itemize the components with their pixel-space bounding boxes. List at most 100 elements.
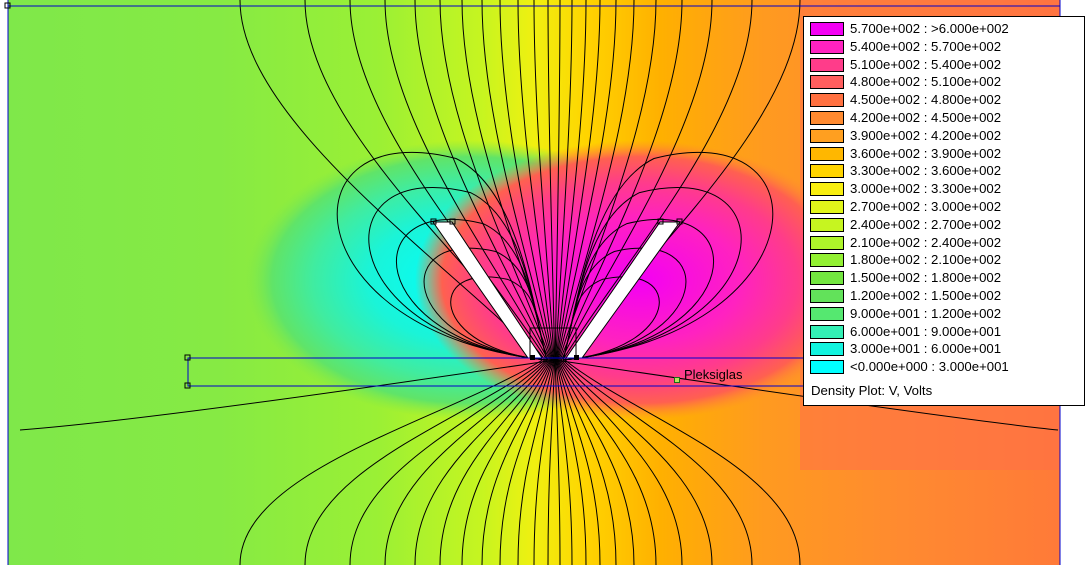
legend-swatch — [810, 324, 844, 339]
contour-line — [555, 359, 573, 565]
region-node — [657, 218, 664, 225]
legend-label: 2.700e+002 : 3.000e+002 — [850, 199, 1002, 214]
legend-item: 5.700e+002 : >6.000e+002 — [810, 20, 1080, 38]
legend-panel: 5.700e+002 : >6.000e+002 5.400e+002 : 5.7… — [803, 16, 1085, 406]
contour-line — [556, 0, 617, 361]
contour-line — [555, 359, 587, 565]
legend-item: 4.800e+002 : 5.100e+002 — [810, 73, 1080, 91]
legend-swatch — [810, 39, 844, 54]
contour-line — [336, 152, 548, 361]
legend-item: 2.700e+002 : 3.000e+002 — [810, 198, 1080, 216]
legend-label: 4.200e+002 : 4.500e+002 — [850, 110, 1002, 125]
contour-line — [562, 187, 742, 361]
contour-line — [481, 0, 553, 361]
legend-swatch — [810, 342, 844, 357]
contour-line — [304, 359, 546, 565]
legend-item: 1.800e+002 : 2.100e+002 — [810, 251, 1080, 269]
contour-line — [239, 359, 543, 565]
region-node — [574, 355, 579, 360]
region-label-marker — [674, 377, 680, 383]
contour-line — [349, 359, 548, 565]
region-node — [676, 218, 683, 225]
legend-item: 6.000e+001 : 9.000e+001 — [810, 323, 1080, 341]
legend-label: 1.200e+002 : 1.500e+002 — [850, 288, 1002, 303]
legend-swatch — [810, 75, 844, 90]
contour-line — [562, 359, 753, 565]
contour-line — [559, 359, 683, 565]
region-node — [4, 2, 11, 9]
legend-item: 1.500e+002 : 1.800e+002 — [810, 269, 1080, 287]
contour-line — [554, 0, 561, 361]
legend-item: 4.200e+002 : 4.500e+002 — [810, 109, 1080, 127]
contour-line — [533, 0, 555, 361]
contour-line — [481, 359, 553, 565]
legend-label: 6.000e+001 : 9.000e+001 — [850, 323, 1002, 339]
contour-line — [533, 359, 555, 565]
contour-line — [517, 0, 555, 361]
contour-line — [564, 359, 801, 565]
contour-line — [558, 359, 657, 565]
legend-label: 3.000e+002 : 3.300e+002 — [850, 181, 1002, 197]
legend-item: 3.000e+001 : 6.000e+001 — [810, 340, 1080, 358]
legend-swatch — [810, 111, 844, 125]
legend-swatch — [810, 128, 844, 143]
contour-line — [384, 359, 549, 565]
legend-swatch — [810, 200, 844, 214]
contour-line — [557, 0, 635, 361]
legend-label: 2.400e+002 : 2.700e+002 — [850, 216, 1002, 232]
legend-swatch — [810, 22, 844, 36]
legend-label: 1.800e+002 : 2.100e+002 — [850, 252, 1002, 268]
legend-swatch — [810, 235, 844, 250]
contour-line — [555, 0, 573, 361]
contour-line — [559, 0, 683, 361]
legend-label: 3.900e+002 : 4.200e+002 — [850, 127, 1002, 143]
contour-line — [499, 359, 554, 565]
contour-line — [557, 359, 635, 565]
legend-item: 3.900e+002 : 4.200e+002 — [810, 127, 1080, 145]
legend-item: 3.000e+002 : 3.300e+002 — [810, 180, 1080, 198]
contour-line — [556, 0, 601, 361]
legend-label: 3.300e+002 : 3.600e+002 — [850, 163, 1002, 179]
contour-line — [555, 0, 587, 361]
legend-item: 5.100e+002 : 5.400e+002 — [810, 56, 1080, 74]
contour-line — [414, 359, 550, 565]
legend-item: 3.600e+002 : 3.900e+002 — [810, 145, 1080, 163]
legend-swatch — [810, 146, 844, 161]
legend-swatch — [810, 164, 844, 179]
legend-swatch — [810, 93, 844, 108]
legend-label: 4.500e+002 : 4.800e+002 — [850, 92, 1002, 108]
legend-label: 5.400e+002 : 5.700e+002 — [850, 38, 1002, 54]
legend-swatch — [810, 217, 844, 232]
contour-line — [560, 0, 713, 361]
legend-label: 9.000e+001 : 1.200e+002 — [850, 305, 1002, 321]
contour-line — [368, 187, 548, 361]
legend-item: 4.500e+002 : 4.800e+002 — [810, 91, 1080, 109]
contour-line — [239, 0, 543, 361]
legend-label: 2.100e+002 : 2.400e+002 — [850, 234, 1002, 250]
legend-swatch — [810, 271, 844, 286]
contour-line — [439, 359, 551, 565]
contour-line — [556, 359, 617, 565]
contour-line — [461, 0, 552, 361]
region-node — [449, 218, 456, 225]
legend-item: 9.000e+001 : 1.200e+002 — [810, 305, 1080, 323]
legend-item: 2.100e+002 : 2.400e+002 — [810, 234, 1080, 252]
legend-item: 2.400e+002 : 2.700e+002 — [810, 216, 1080, 234]
contour-line — [554, 359, 561, 565]
contour-line — [19, 359, 556, 431]
legend-item: <0.000e+000 : 3.000e+001 — [810, 358, 1080, 376]
region-node — [184, 382, 191, 389]
legend-label: 5.700e+002 : >6.000e+002 — [850, 21, 1009, 36]
contour-line — [556, 359, 601, 565]
legend-label: 3.600e+002 : 3.900e+002 — [850, 145, 1002, 161]
contour-line — [414, 0, 550, 361]
legend-label: <0.000e+000 : 3.000e+001 — [850, 359, 1009, 375]
legend-swatch — [810, 57, 844, 72]
legend-item: 5.400e+002 : 5.700e+002 — [810, 38, 1080, 56]
contour-line — [547, 0, 556, 361]
contour-line — [439, 0, 551, 361]
legend-label: 3.000e+001 : 6.000e+001 — [850, 341, 1002, 357]
legend-label: 1.500e+002 : 1.800e+002 — [850, 270, 1002, 286]
contour-line — [499, 0, 554, 361]
contour-line — [560, 359, 713, 565]
